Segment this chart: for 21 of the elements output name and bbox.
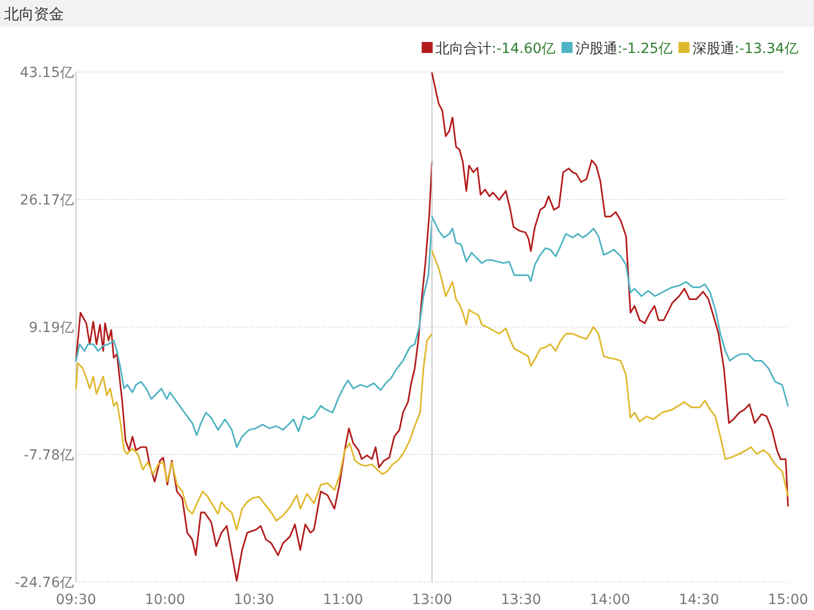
- y-tick-label: 43.15亿: [20, 65, 74, 81]
- x-tick-label: 09:30: [56, 592, 96, 608]
- legend-label: 北向合计: [436, 41, 492, 57]
- x-tick-label: 13:30: [500, 592, 542, 608]
- y-tick-label: -24.76亿: [14, 575, 74, 591]
- y-tick-label: 26.17亿: [20, 192, 74, 209]
- text: :-14.60亿: [492, 41, 556, 57]
- x-tick-label: 14:30: [678, 592, 720, 608]
- legend-label: 沪股通: [576, 41, 618, 57]
- text: :-1.25亿: [618, 41, 672, 57]
- chart-title: 北向资金: [4, 5, 64, 23]
- x-tick-label: 13:00: [412, 592, 452, 608]
- x-tick-label: 15:00: [768, 592, 808, 608]
- x-tick-label: 11:00: [322, 592, 364, 608]
- x-tick-label: 10:00: [144, 592, 186, 608]
- x-tick-label: 14:00: [590, 592, 630, 608]
- legend-label: 深股通: [692, 41, 734, 57]
- y-tick-label: -7.78亿: [24, 447, 74, 464]
- y-tick-label: 9.19亿: [28, 320, 74, 336]
- text: :-13.34亿: [734, 41, 798, 57]
- x-tick-label: 10:30: [234, 592, 274, 608]
